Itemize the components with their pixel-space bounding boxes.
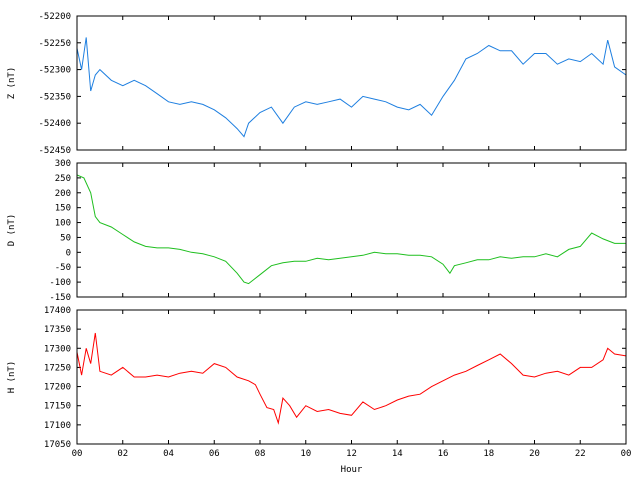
panel-z-frame: [76, 15, 627, 151]
x-tick-label: 00: [72, 449, 83, 459]
y-tick-label: -52400: [38, 119, 71, 129]
y-tick-label: 0: [66, 248, 71, 258]
x-tick-label: 06: [209, 449, 220, 459]
x-tick-label: 02: [117, 449, 128, 459]
panel-h: 17400 17350 17300 17250 17200 17150 17100 17050…: [7, 306, 631, 475]
panel-h-frame: [76, 309, 627, 445]
y-tick-label: -150: [49, 293, 71, 303]
h-axis-label: H (nT): [7, 361, 17, 394]
y-tick-label: 17350: [44, 325, 71, 335]
y-tick-label: 150: [55, 204, 71, 214]
panel-z-tick-labels: -52200 -52250 -52300 -52350 -52400 -52450: [38, 12, 71, 156]
panel-d-tick-labels: 300 250 200 150 100 50 0 -50 -100 -150: [49, 159, 71, 303]
y-tick-label: 300: [55, 159, 71, 169]
panel-d: 300 250 200 150 100 50 0 -50 -100 -150 D (nT): [7, 159, 627, 303]
y-tick-label: 17300: [44, 344, 71, 354]
y-tick-label: 200: [55, 189, 71, 199]
y-tick-label: 250: [55, 174, 71, 184]
x-tick-label: 10: [300, 449, 311, 459]
x-axis-label: Hour: [341, 465, 363, 475]
x-tick-label: 04: [163, 449, 174, 459]
panel-d-frame: [76, 162, 627, 298]
h-series-line: [76, 332, 627, 425]
y-tick-label: 100: [55, 219, 71, 229]
x-tick-label: 20: [529, 449, 540, 459]
y-tick-label: 17100: [44, 421, 71, 431]
y-tick-label: -50: [55, 263, 71, 273]
y-tick-label: -52200: [38, 12, 71, 22]
z-axis-label: Z (nT): [7, 67, 17, 100]
y-tick-label: -100: [49, 278, 71, 288]
y-tick-label: -52350: [38, 92, 71, 102]
y-tick-label: -52250: [38, 39, 71, 49]
y-tick-label: 17050: [44, 440, 71, 450]
x-tick-label: 14: [392, 449, 403, 459]
x-tick-label: 08: [255, 449, 266, 459]
panel-z: -52200 -52250 -52300 -52350 -52400 -52450 Z (…: [7, 12, 627, 156]
y-tick-label: 17200: [44, 383, 71, 393]
y-tick-label: 17250: [44, 363, 71, 373]
x-tick-label: 22: [575, 449, 586, 459]
x-tick-label: 18: [483, 449, 494, 459]
y-tick-label: -52300: [38, 66, 71, 76]
z-series-line: [76, 37, 627, 138]
y-tick-label: -52450: [38, 146, 71, 156]
x-tick-label: 16: [438, 449, 449, 459]
d-series-line: [76, 174, 626, 285]
y-tick-label: 17150: [44, 402, 71, 412]
x-tick-label: 12: [346, 449, 357, 459]
x-tick-labels: 00 02 04 06 08 10 12 14 16 18 20 22 00: [72, 449, 632, 459]
panel-h-tick-labels: 17400 17350 17300 17250 17200 17150 17100 17050: [44, 306, 71, 450]
x-tick-label: 00: [621, 449, 632, 459]
y-tick-label: 50: [60, 233, 71, 243]
y-tick-label: 17400: [44, 306, 71, 316]
d-axis-label: D (nT): [7, 214, 17, 247]
